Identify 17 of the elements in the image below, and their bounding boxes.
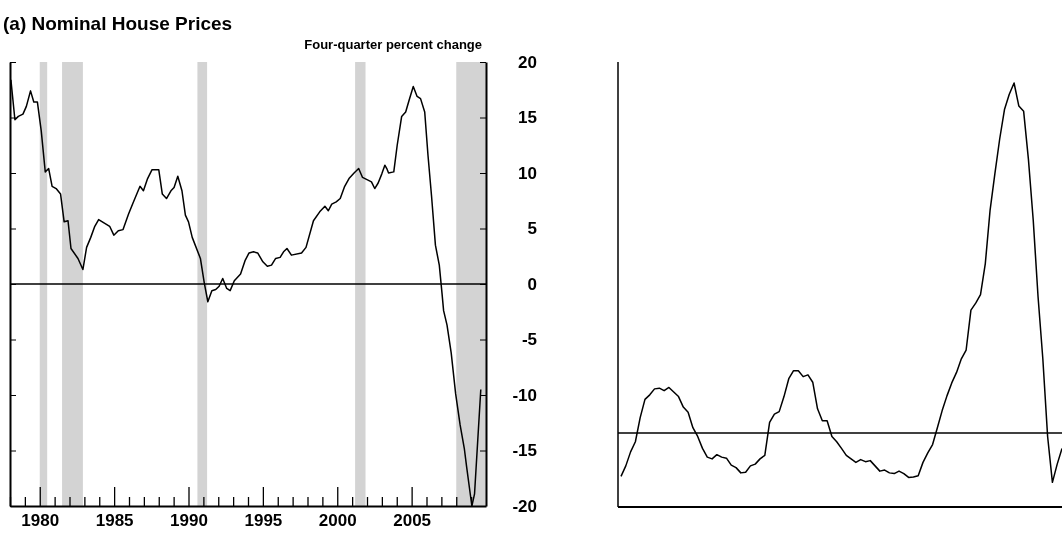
y-tick-label: -10 bbox=[512, 385, 537, 405]
x-tick-label: 2000 bbox=[318, 511, 357, 531]
y-axis-title: Four-quarter percent change bbox=[304, 37, 482, 52]
y-tick-label: 20 bbox=[518, 52, 537, 72]
y-tick-label: 10 bbox=[518, 163, 537, 183]
chart-title: (a) Nominal House Prices bbox=[3, 13, 233, 34]
y-tick-label: -5 bbox=[521, 330, 537, 350]
y-tick-label: 15 bbox=[518, 108, 537, 128]
x-tick-label: 1985 bbox=[95, 511, 134, 531]
y-tick-label: -15 bbox=[512, 441, 537, 461]
y-tick-label: 5 bbox=[527, 219, 537, 239]
y-tick-label: -20 bbox=[512, 496, 537, 516]
y-tick-label: 0 bbox=[527, 274, 537, 294]
x-tick-label: 1980 bbox=[21, 511, 60, 531]
x-tick-label: 2005 bbox=[393, 511, 432, 531]
x-tick-label: 1995 bbox=[244, 511, 283, 531]
x-tick-label: 1990 bbox=[170, 511, 208, 531]
